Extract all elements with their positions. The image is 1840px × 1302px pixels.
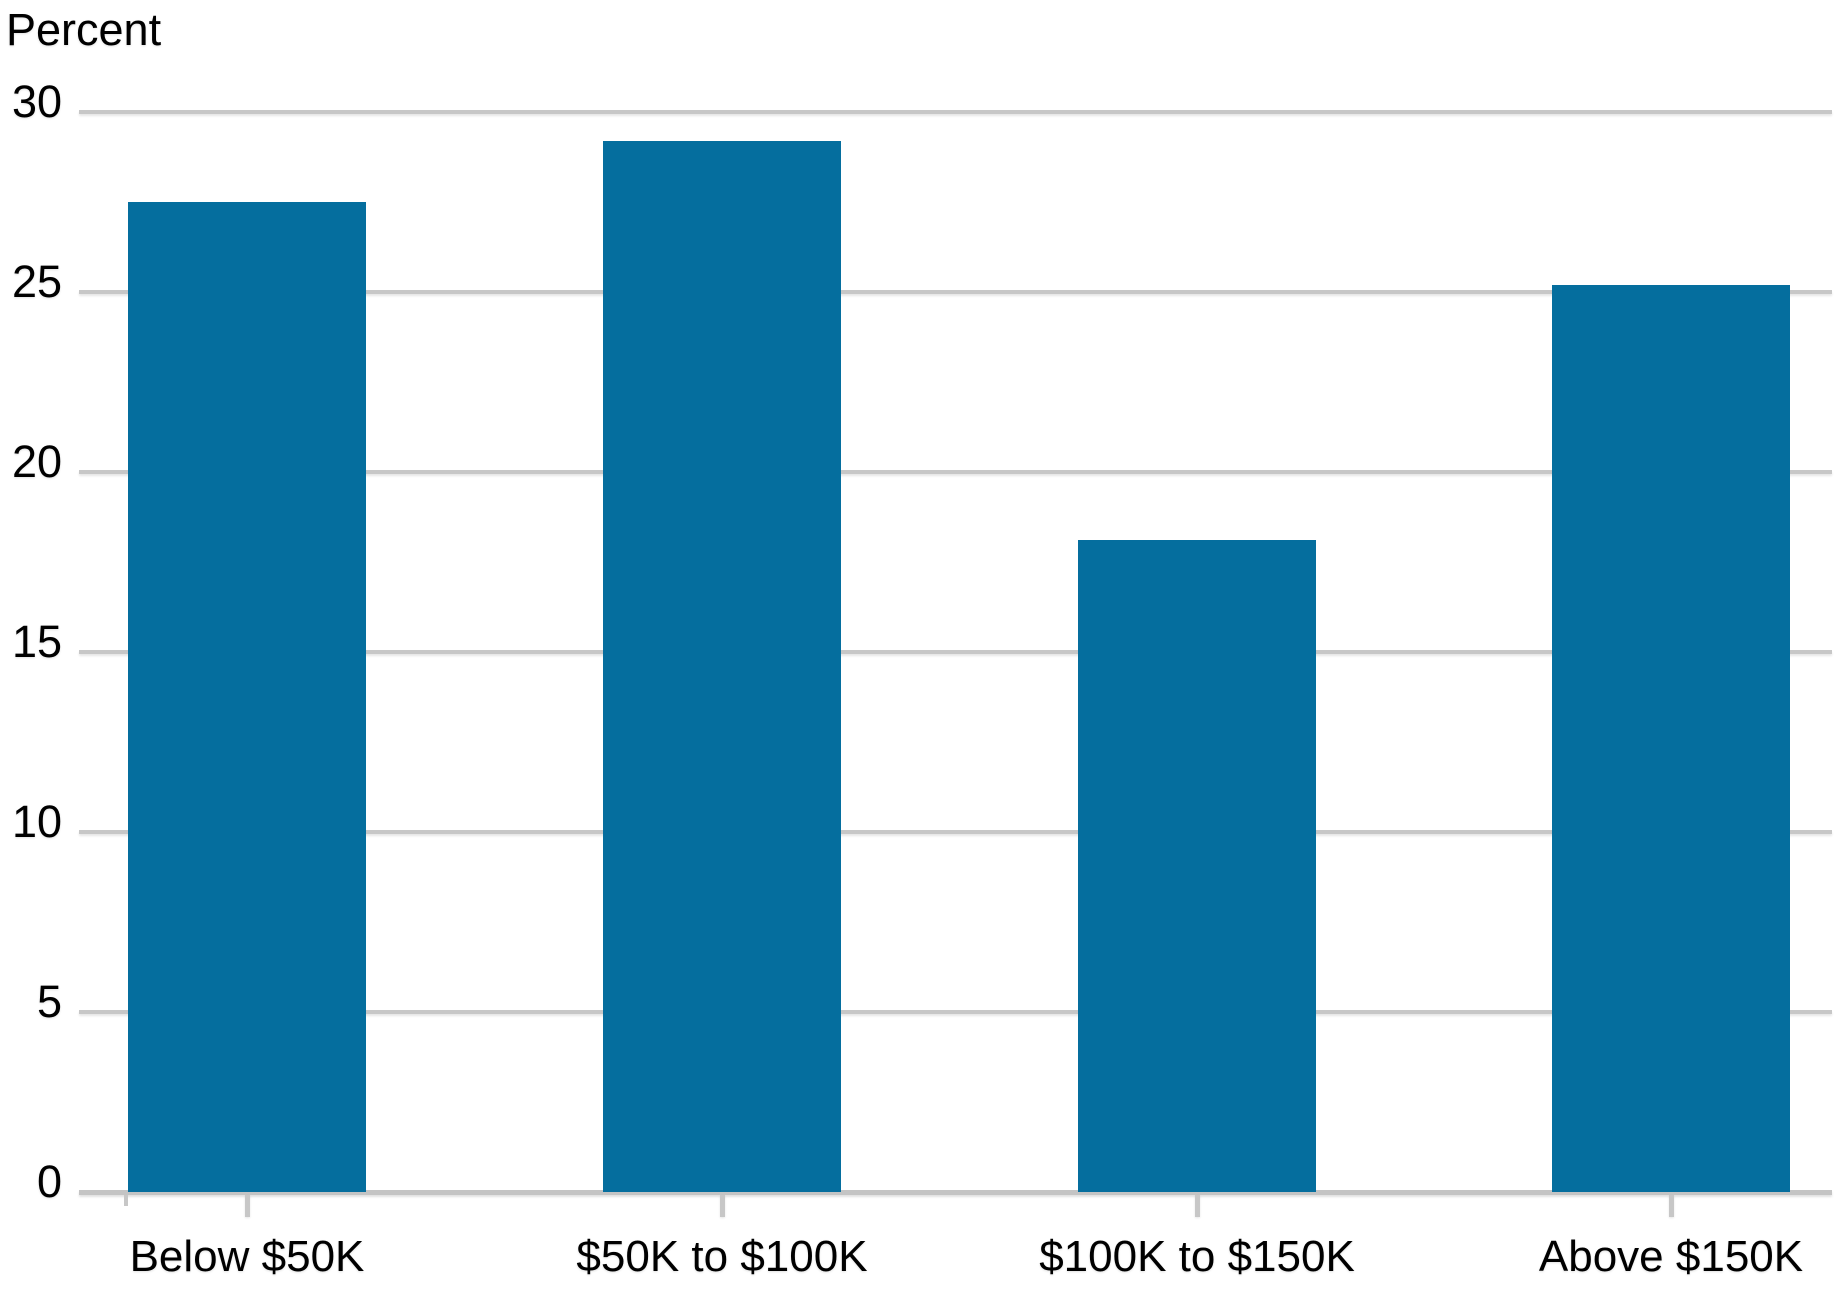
bar [128,202,366,1192]
y-tick-label: 15 [11,616,62,667]
x-tick-label: Above $150K [1538,1232,1804,1281]
x-axis-line [79,1190,1832,1195]
bar [1552,284,1790,1192]
x-axis-tick [1669,1195,1674,1217]
y-tick-label: 5 [36,976,62,1027]
x-axis-tick [720,1195,725,1217]
gridline [79,470,1832,474]
x-tick-label: Below $50K [129,1232,365,1281]
gridline [79,830,1832,834]
y-tick-label: 10 [11,796,62,847]
x-axis-tick [1195,1195,1200,1217]
x-tick-label: $100K to $150K [1039,1232,1355,1281]
gridline [79,1010,1832,1014]
x-axis-tick [245,1195,250,1217]
gridline [79,290,1832,294]
x-tick-label: $50K to $100K [576,1232,868,1281]
gridline [79,110,1832,114]
x-axis-minor-tick [124,1195,128,1206]
y-tick-label: 20 [11,436,62,487]
y-axis-unit-label: Percent [6,4,162,55]
bar [1078,540,1316,1192]
bar [603,140,841,1192]
y-tick-label: 25 [11,256,62,307]
y-tick-label: 0 [36,1156,62,1207]
y-tick-label: 30 [11,76,62,127]
gridline [79,650,1832,654]
